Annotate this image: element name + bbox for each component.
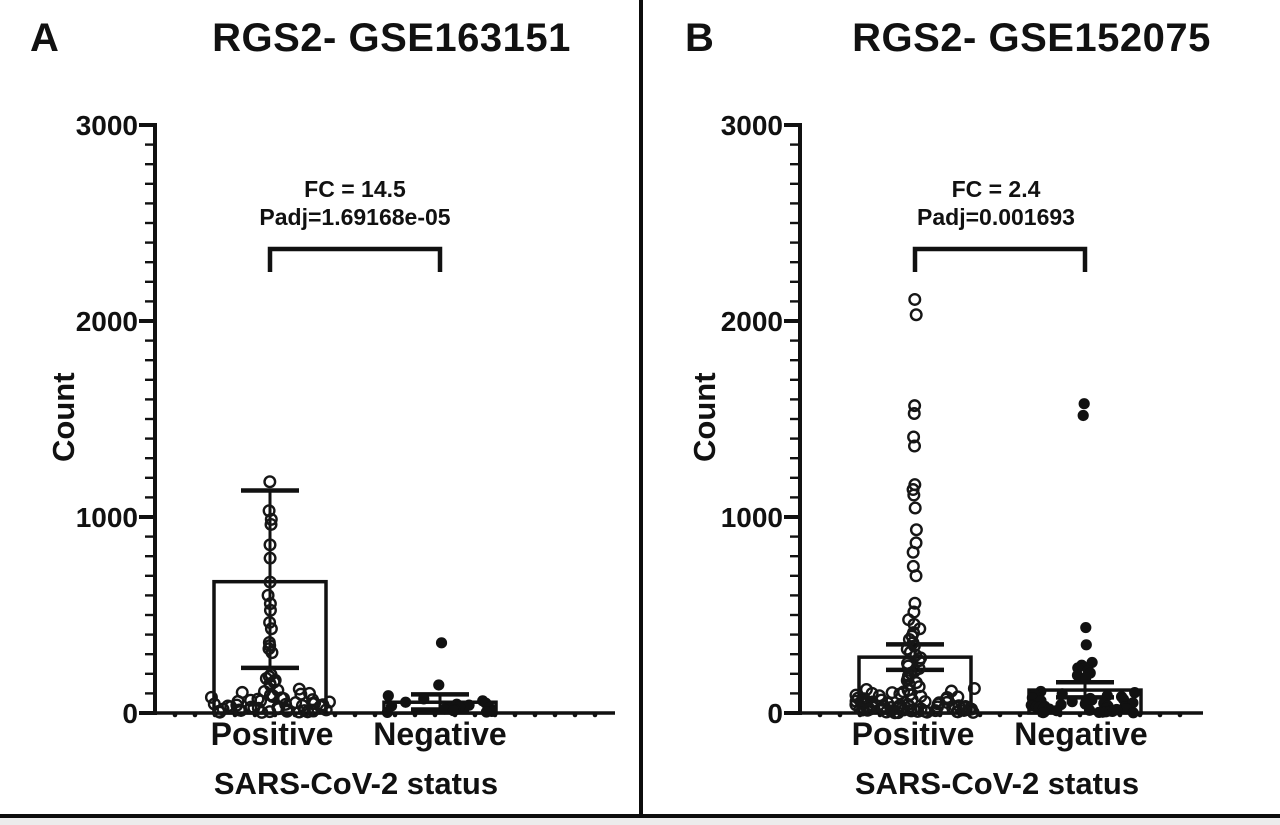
scatter-points	[381, 637, 498, 719]
plot-panel-b: 0 1000 2000 3000	[721, 110, 1203, 729]
category-label-negative: Negative	[373, 716, 507, 752]
category-label-positive: Positive	[210, 716, 334, 752]
scatter-points	[849, 292, 981, 720]
significance-bracket	[267, 246, 443, 272]
group-negative	[1025, 398, 1143, 719]
y-axis-title: Count	[46, 372, 81, 462]
group-positive	[204, 475, 336, 719]
panel-title: RGS2- GSE152075	[852, 16, 1211, 60]
panel-b: B RGS2- GSE152075 FC = 2.4 Padj=0.001693…	[641, 0, 1280, 825]
y-tick-label: 1000	[76, 502, 138, 533]
y-tick-label: 3000	[721, 110, 783, 141]
y-tick-label: 3000	[76, 110, 138, 141]
padj-annotation: Padj=1.69168e-05	[259, 204, 451, 230]
y-axis: 0 1000 2000 3000	[76, 110, 157, 729]
panel-letter: A	[30, 16, 59, 60]
y-axis-title: Count	[687, 372, 722, 462]
scatter-points	[204, 475, 336, 719]
x-axis-title: SARS-CoV-2 status	[854, 766, 1140, 801]
category-label-negative: Negative	[1014, 716, 1148, 752]
x-axis-title: SARS-CoV-2 status	[213, 766, 499, 801]
y-tick-label: 1000	[721, 502, 783, 533]
scatter-points	[1025, 398, 1141, 719]
y-tick-label: 2000	[721, 306, 783, 337]
fold-change-annotation: FC = 14.5	[304, 176, 406, 202]
bottom-border	[0, 814, 1280, 818]
y-axis: 0 1000 2000 3000	[721, 110, 802, 729]
y-tick-label: 0	[122, 698, 138, 729]
page-edge	[0, 818, 1280, 825]
fold-change-annotation: FC = 2.4	[951, 176, 1041, 202]
group-positive	[849, 292, 981, 720]
group-negative	[381, 637, 498, 719]
y-tick-label: 2000	[76, 306, 138, 337]
panel-letter: B	[685, 16, 714, 60]
panel-title: RGS2- GSE163151	[212, 16, 571, 60]
panel-a: A RGS2- GSE163151 FC = 14.5 Padj=1.69168…	[30, 16, 571, 801]
padj-annotation: Padj=0.001693	[917, 204, 1075, 230]
panel-divider	[639, 0, 643, 818]
category-label-positive: Positive	[851, 716, 975, 752]
y-tick-label: 0	[767, 698, 783, 729]
significance-bracket	[912, 246, 1088, 272]
plot-panel-a: 0 1000 2000 3000	[76, 110, 615, 729]
